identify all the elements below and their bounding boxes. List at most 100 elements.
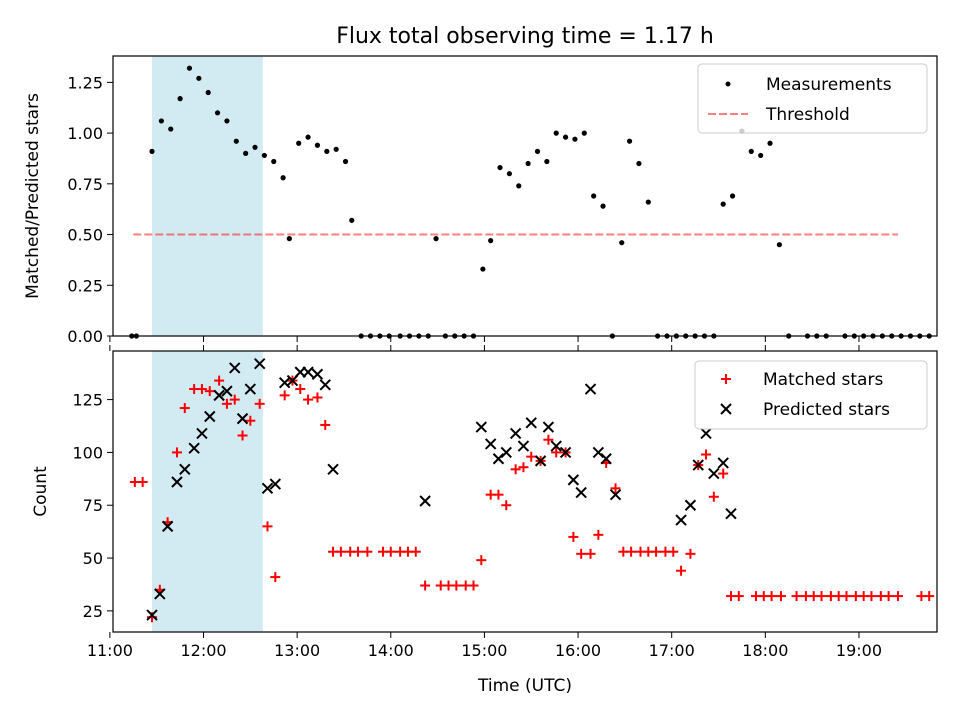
measurement-point	[562, 134, 569, 140]
y-tick-label: 100	[72, 443, 103, 462]
x-tick-label: 13:00	[274, 641, 320, 660]
predicted-star-point	[221, 385, 233, 397]
predicted-star-point	[196, 427, 208, 440]
predicted-star-point	[311, 368, 324, 380]
y-tick-label: 0.50	[67, 226, 103, 245]
count-x-axis-label: Time (UTC)	[477, 676, 572, 696]
measurement-point	[645, 199, 651, 205]
predicted-star-point	[592, 446, 605, 459]
predicted-star-point	[675, 514, 687, 526]
measurement-point	[177, 96, 183, 102]
predicted-star-point	[509, 427, 522, 440]
predicted-star-point	[492, 453, 505, 465]
measurement-point	[314, 142, 321, 148]
chart-title: Flux total observing time = 1.17 h	[336, 24, 714, 49]
x-tick-label: 11:00	[87, 641, 133, 660]
x-tick-label: 15:00	[461, 641, 507, 660]
legend-threshold-label: Threshold	[765, 105, 850, 125]
predicted-star-point	[700, 427, 712, 440]
measurement-point	[767, 140, 773, 146]
measurement-point	[280, 175, 286, 181]
predicted-star-point	[559, 446, 572, 459]
matched-star-points	[129, 375, 935, 623]
predicted-star-point	[609, 488, 622, 501]
predicted-star-point	[261, 482, 274, 495]
predicted-star-point	[584, 383, 597, 395]
x-tick-label: 19:00	[836, 641, 882, 660]
count-y-axis-label: Count	[31, 466, 51, 517]
measurement-point	[729, 193, 736, 199]
predicted-star-point	[542, 421, 555, 433]
measurement-point	[214, 110, 221, 116]
predicted-star-point	[517, 440, 530, 452]
measurement-point	[433, 236, 439, 242]
predicted-star-point	[484, 438, 497, 450]
predicted-star-point	[319, 379, 331, 391]
measurement-point	[516, 183, 522, 189]
predicted-star-point	[708, 467, 720, 480]
predicted-star-point	[302, 366, 314, 378]
y-tick-label: 125	[72, 391, 103, 410]
y-tick-label: 75	[83, 496, 103, 515]
measurement-point	[286, 236, 292, 242]
measurement-point	[544, 158, 550, 165]
predicted-star-point	[278, 376, 291, 389]
x-tick-label: 14:00	[368, 641, 414, 660]
legend-matched-label: Matched stars	[763, 370, 883, 390]
measurement-point	[572, 136, 578, 142]
predicted-star-point	[575, 486, 587, 499]
measurement-point	[261, 152, 267, 159]
measurement-point	[591, 193, 597, 199]
ratio-panel: 0.00 0.25 0.50 0.75 1.00 1.25 Matched/Predict…	[23, 55, 938, 346]
measurement-point	[758, 152, 764, 159]
count-axes-frame	[112, 350, 938, 633]
count-legend: Matched stars Predicted stars	[694, 360, 928, 430]
legend-predicted-label: Predicted stars	[763, 400, 890, 420]
predicted-star-point	[244, 383, 257, 395]
count-x-ticks: 11:00 12:00 13:00 14:00 15:00 16:00 17:00 18:00…	[87, 345, 882, 660]
legend-predicted-marker	[720, 403, 732, 415]
legend-measurement-marker	[725, 81, 731, 87]
y-tick-label: 25	[83, 602, 103, 621]
measurement-point	[305, 134, 311, 140]
ratio-legend-box	[697, 63, 928, 134]
predicted-star-point	[188, 442, 200, 454]
measurement-point	[224, 118, 230, 124]
predicted-star-point	[534, 455, 547, 467]
observing-window-band	[152, 56, 263, 336]
measurement-point	[748, 148, 754, 154]
measurement-point	[205, 89, 211, 96]
predicted-star-point	[179, 463, 191, 476]
predicted-star-point	[600, 453, 612, 465]
measurement-point	[196, 75, 202, 81]
x-tick-label: 18:00	[742, 641, 788, 660]
measurement-point	[324, 148, 330, 154]
measurement-point	[233, 138, 239, 144]
count-y-ticks: 25 50 75 100 125	[72, 391, 113, 621]
measurement-point	[342, 158, 349, 165]
predicted-star-point	[567, 474, 580, 486]
predicted-star-point	[253, 357, 266, 370]
y-tick-label: 0.25	[67, 276, 103, 295]
measurement-point	[243, 150, 249, 156]
predicted-star-point	[269, 478, 282, 490]
predicted-star-point	[146, 609, 158, 621]
predicted-star-point	[500, 446, 512, 459]
measurement-point	[636, 160, 642, 167]
ratio-axes-frame	[112, 55, 938, 337]
measurement-point	[506, 171, 512, 177]
measurement-point	[349, 217, 355, 223]
measurement-point	[553, 130, 559, 136]
legend-matched-marker	[721, 374, 731, 384]
measurement-points	[129, 65, 932, 339]
measurement-point	[271, 158, 277, 165]
measurement-point	[186, 65, 193, 71]
predicted-star-point	[550, 440, 562, 452]
measurement-point	[149, 148, 155, 154]
count-legend-box	[694, 360, 928, 430]
measurement-point	[480, 266, 486, 272]
y-tick-label: 50	[83, 549, 103, 568]
measurement-point	[581, 130, 587, 136]
measurement-point	[296, 140, 302, 146]
